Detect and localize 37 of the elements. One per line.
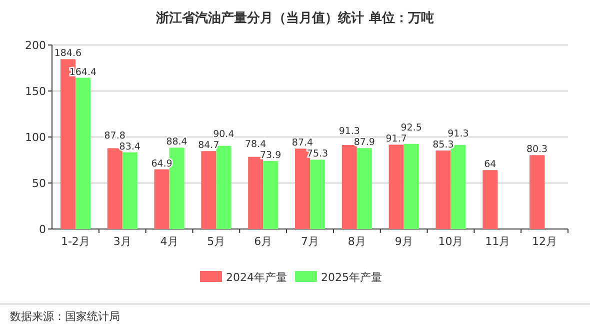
data-label: 83.4	[119, 141, 140, 152]
xtick: 5月	[207, 235, 226, 248]
xtick: 1-2月	[60, 235, 90, 248]
data-label: 91.3	[448, 128, 469, 140]
data-label: 64	[484, 159, 496, 170]
ytick: 0	[39, 223, 46, 236]
legend-label: 2025年产量	[321, 271, 382, 284]
data-label: 88.4	[166, 136, 188, 148]
annotation: 数据来源：国家统计局	[10, 310, 120, 323]
xtick: 4月	[160, 235, 178, 248]
ytick: 50	[32, 177, 46, 190]
legend-label: 2024年产量	[226, 271, 287, 284]
xtick: 11月	[485, 235, 510, 248]
data-label: 91.7	[386, 134, 407, 145]
data-label: 78.4	[245, 139, 266, 150]
data-label: 87.8	[104, 130, 126, 142]
data-label: 91.3	[338, 126, 360, 138]
data-label: 87.4	[292, 138, 314, 149]
xtick: 3月	[113, 235, 132, 248]
data-label: 87.9	[354, 137, 375, 148]
xtick: 8月	[348, 235, 366, 248]
ytick: 100	[25, 131, 46, 144]
ytick: 150	[25, 85, 46, 98]
xtick: 12月	[532, 235, 558, 248]
data-label: 73.9	[260, 150, 282, 161]
data-label: 85.3	[432, 140, 454, 151]
data-label: 80.3	[526, 144, 548, 156]
data-label: 84.7	[198, 140, 220, 152]
xtick: 6月	[254, 235, 272, 248]
title: 浙江省汽油产量分月（当月值）统计 单位：万吨	[156, 11, 434, 26]
xtick: 7月	[301, 235, 319, 248]
xtick: 10月	[438, 235, 464, 248]
xtick: 9月	[394, 235, 413, 248]
data-label: 184.6	[54, 48, 82, 60]
ytick: 200	[25, 39, 46, 52]
data-label: 92.5	[400, 122, 422, 134]
data-label: 90.4	[213, 129, 234, 140]
